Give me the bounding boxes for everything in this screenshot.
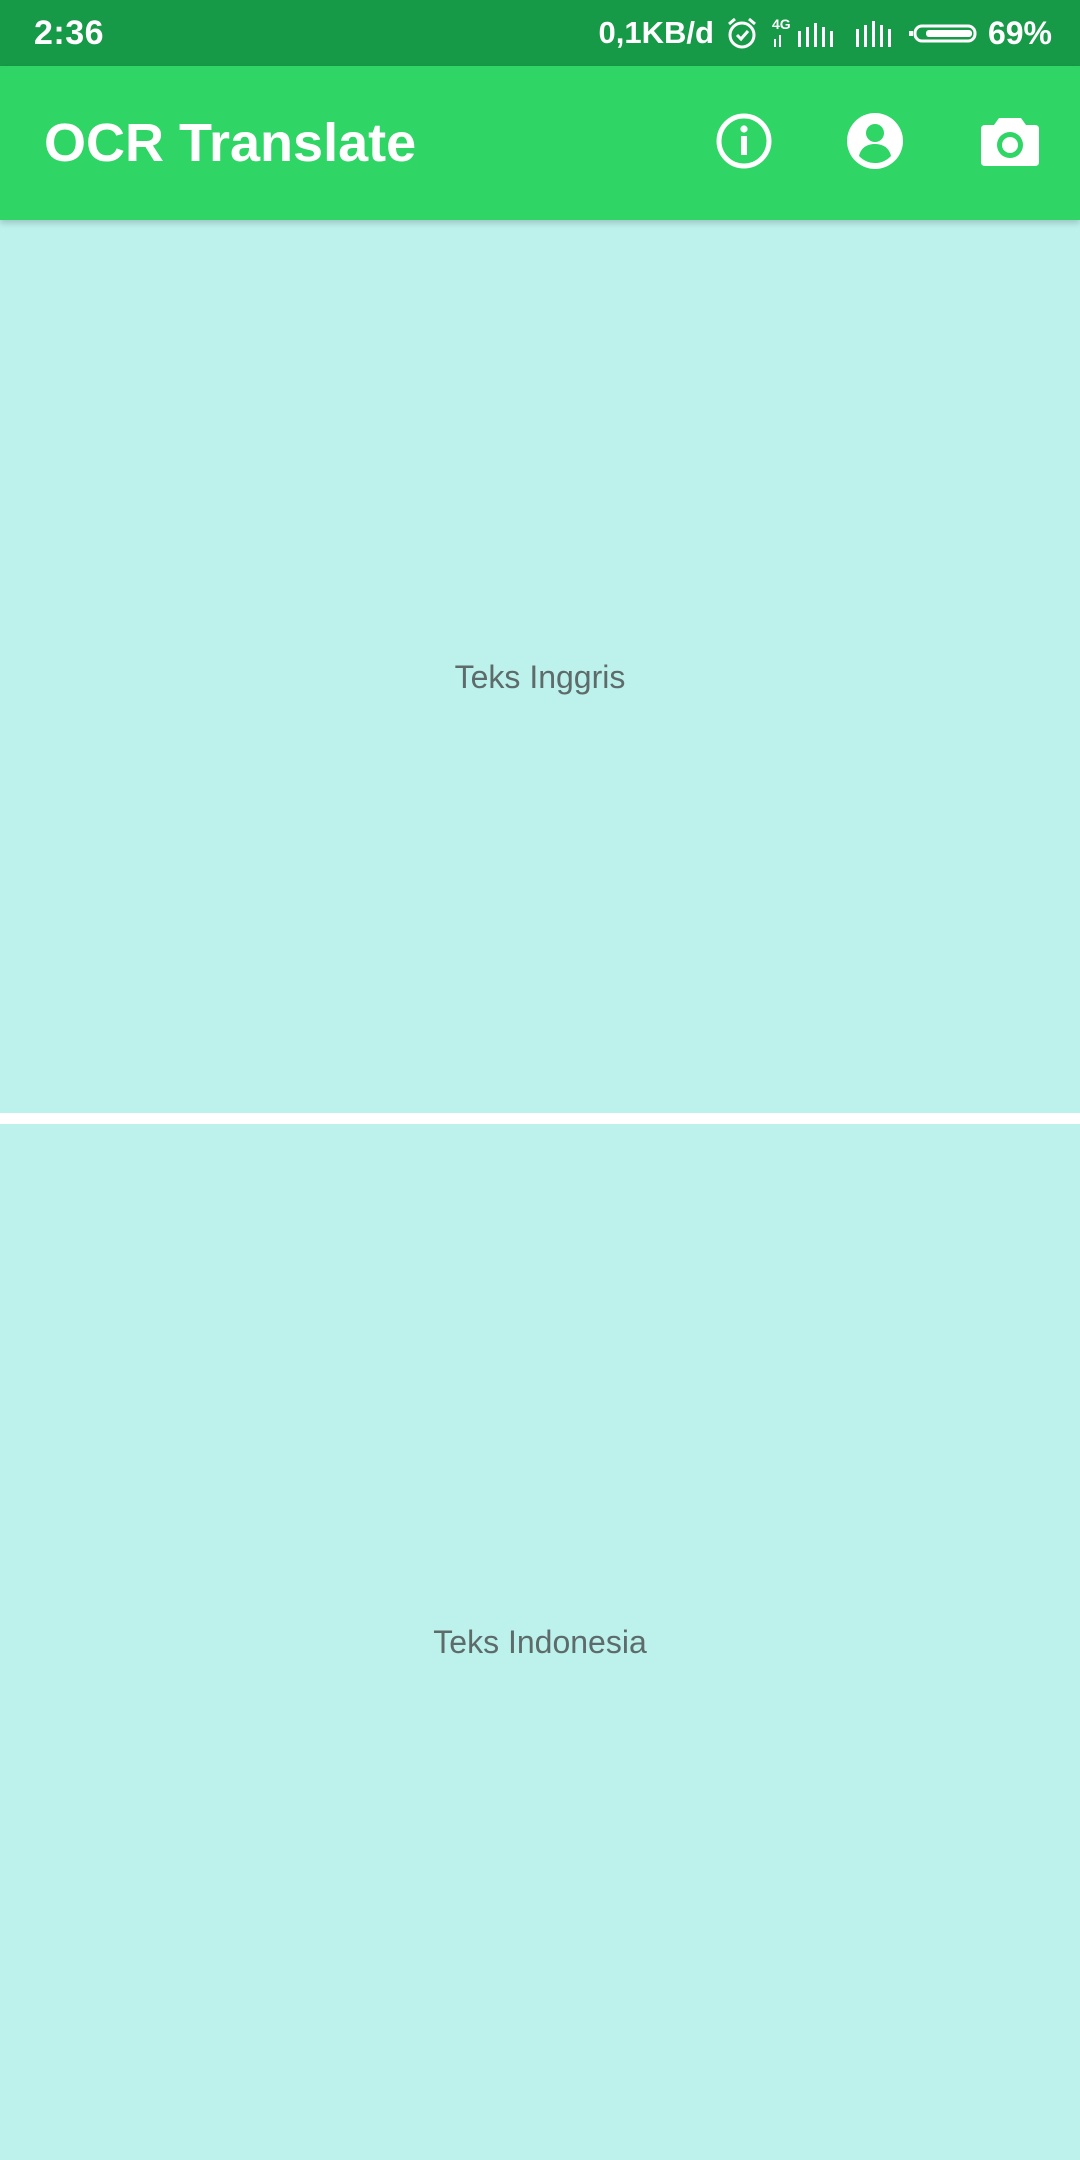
camera-button[interactable] — [940, 78, 1080, 209]
account-button[interactable] — [809, 78, 940, 209]
info-icon — [715, 112, 773, 175]
info-button[interactable] — [678, 78, 809, 209]
panel-divider — [0, 1113, 1080, 1124]
app-bar-actions — [678, 66, 1080, 220]
indonesian-text-panel[interactable]: Teks Indonesia — [0, 1124, 1080, 2160]
alarm-icon — [724, 15, 760, 51]
signal-4g-icon: 4G — [770, 15, 844, 51]
status-indicators: 0,1KB/d 4G — [599, 15, 1052, 52]
camera-icon — [980, 114, 1040, 173]
battery-icon — [908, 15, 978, 51]
english-text-panel[interactable]: Teks Inggris — [0, 220, 1080, 1113]
account-circle-icon — [846, 112, 904, 175]
network-speed: 0,1KB/d — [598, 15, 714, 50]
app-bar: OCR Translate — [0, 66, 1080, 220]
app-title: OCR Translate — [44, 113, 417, 173]
battery-percent: 69% — [987, 14, 1052, 51]
svg-text:4G: 4G — [772, 16, 791, 32]
status-bar: 2:36 0,1KB/d 4G — [0, 0, 1080, 66]
indonesian-text-placeholder: Teks Indonesia — [433, 1623, 647, 1660]
english-text-placeholder: Teks Inggris — [454, 659, 626, 695]
signal-icon — [854, 15, 898, 51]
status-time: 2:36 — [34, 13, 105, 52]
